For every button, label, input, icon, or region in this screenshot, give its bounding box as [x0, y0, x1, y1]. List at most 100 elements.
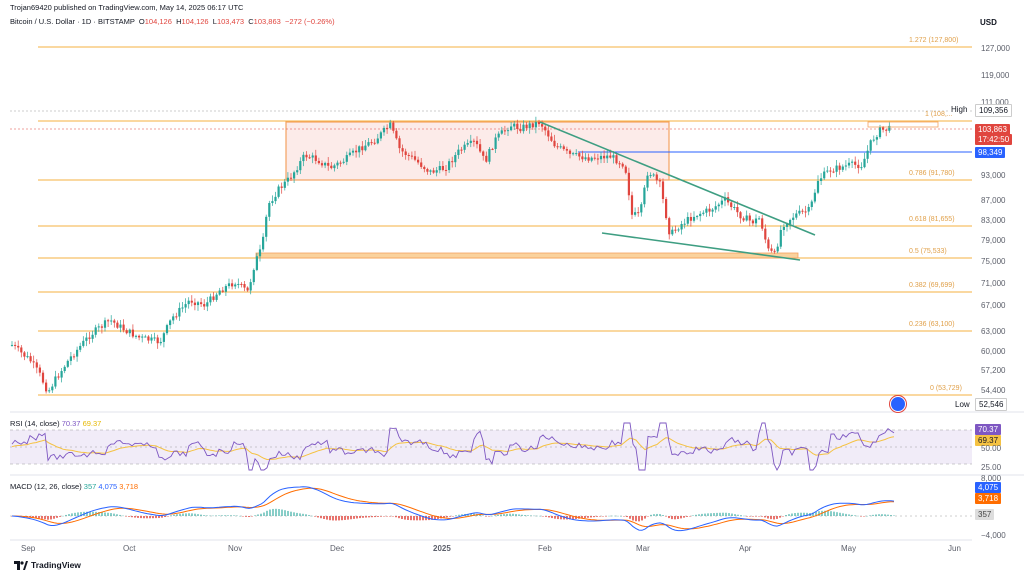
- candle-body: [240, 283, 243, 285]
- candle-body: [134, 335, 138, 337]
- candle-body: [556, 146, 559, 148]
- macd-legend[interactable]: MACD (12, 26, close) 357 4,075 3,718: [10, 482, 138, 491]
- candle-body: [516, 123, 519, 129]
- macd-hist-bar: [614, 515, 616, 517]
- low-value: 103,473: [216, 17, 245, 26]
- macd-hist-bar: [47, 516, 49, 520]
- candle-body: [612, 155, 615, 158]
- macd-signal-value: 3,718: [119, 482, 139, 491]
- macd-hist-bar: [674, 516, 676, 520]
- macd-hist-bar: [524, 515, 526, 516]
- macd-hist-bar: [758, 516, 760, 517]
- candle-body: [82, 340, 85, 346]
- macd-hist-bar: [893, 515, 895, 516]
- macd-hist-bar: [641, 516, 643, 521]
- macd-hist-bar: [191, 513, 193, 516]
- us-flag-icon[interactable]: [890, 396, 906, 412]
- symbol-legend[interactable]: Bitcoin / U.S. Dollar · 1D · BITSTAMP O1…: [10, 17, 335, 26]
- candle-body: [692, 216, 696, 221]
- macd-hist-bar: [647, 516, 649, 517]
- candle-body: [398, 138, 401, 149]
- macd-hist-bar: [257, 514, 259, 516]
- macd-hist-bar: [533, 515, 535, 517]
- candle-body: [844, 165, 847, 167]
- macd-hist-bar: [197, 514, 199, 516]
- rsi-legend[interactable]: RSI (14, close) 70.37 69.37: [10, 419, 101, 428]
- candle-body: [165, 325, 169, 334]
- currency-label[interactable]: USD: [980, 18, 997, 27]
- candle-body: [829, 170, 832, 172]
- candle-body: [404, 151, 407, 156]
- candle-body: [410, 155, 413, 157]
- candle-body: [637, 212, 640, 214]
- candle-body: [748, 215, 751, 221]
- candle-body: [621, 163, 624, 167]
- macd-hist-bar: [68, 514, 70, 516]
- macd-hist-bar: [128, 516, 130, 517]
- candle-body: [277, 186, 280, 197]
- candle-body: [674, 229, 677, 231]
- brand-name: TradingView: [31, 560, 81, 570]
- candle-body: [444, 169, 448, 171]
- macd-hist-bar: [353, 516, 355, 519]
- candle-body: [413, 156, 417, 160]
- macd-hist-bar: [326, 516, 328, 520]
- macd-hist-bar: [65, 514, 67, 516]
- candle-body: [451, 161, 454, 163]
- macd-hist-bar: [452, 516, 454, 517]
- candle-body: [178, 307, 181, 317]
- price-tick-label: 60,000: [981, 347, 1006, 356]
- candle-body: [317, 160, 320, 164]
- candle-body: [562, 146, 565, 150]
- support-zone: [255, 252, 799, 259]
- macd-value: 4,075: [98, 482, 118, 491]
- macd-hist-bar: [803, 512, 805, 516]
- macd-hist-bar: [680, 516, 682, 519]
- macd-hist-bar: [38, 516, 40, 519]
- macd-hist-bar: [248, 516, 250, 518]
- macd-hist-bar: [173, 514, 175, 516]
- candle-body: [249, 282, 252, 291]
- candle-body: [209, 296, 212, 303]
- macd-hist-bar: [644, 516, 646, 519]
- candle-body: [479, 144, 482, 152]
- macd-hist-bar: [461, 514, 463, 516]
- macd-hist-bar: [788, 514, 790, 516]
- macd-hist-bar: [662, 515, 664, 516]
- candle-body: [113, 320, 116, 323]
- candle-body: [17, 345, 20, 348]
- macd-hist-bar: [284, 510, 286, 516]
- macd-hist-bar: [791, 513, 793, 516]
- macd-hist-bar: [323, 516, 325, 519]
- macd-hist-bar: [194, 513, 196, 516]
- tradingview-logo[interactable]: TradingView: [14, 560, 81, 570]
- candle-body: [280, 186, 283, 188]
- macd-hist-bar: [779, 516, 781, 518]
- candle-body: [854, 161, 857, 165]
- macd-hist-bar: [812, 512, 814, 516]
- macd-hist-bar: [137, 516, 139, 518]
- high-price-badge: 109,356: [975, 104, 1012, 117]
- candle-body: [26, 356, 29, 358]
- candle-body: [330, 165, 333, 169]
- macd-hist-bar: [488, 516, 490, 517]
- candle-body: [162, 333, 165, 342]
- macd-hist-bar: [416, 516, 418, 521]
- macd-hist-bar: [113, 513, 115, 516]
- candle-body: [32, 361, 35, 363]
- candle-body: [308, 157, 311, 159]
- macd-hist-bar: [839, 512, 841, 516]
- fib-level-label: 1.272 (127,800): [909, 37, 959, 44]
- candle-body: [826, 170, 829, 172]
- macd-hist-bar: [830, 511, 832, 516]
- macd-hist-bar: [737, 514, 739, 516]
- macd-hist-bar: [71, 513, 73, 516]
- candle-body: [14, 344, 17, 346]
- candle-body: [392, 122, 395, 131]
- candle-body: [482, 151, 485, 156]
- macd-hist-bar: [581, 516, 583, 519]
- candle-body: [218, 290, 221, 295]
- price-tick-label: 93,000: [981, 171, 1006, 180]
- candle-body: [296, 170, 299, 173]
